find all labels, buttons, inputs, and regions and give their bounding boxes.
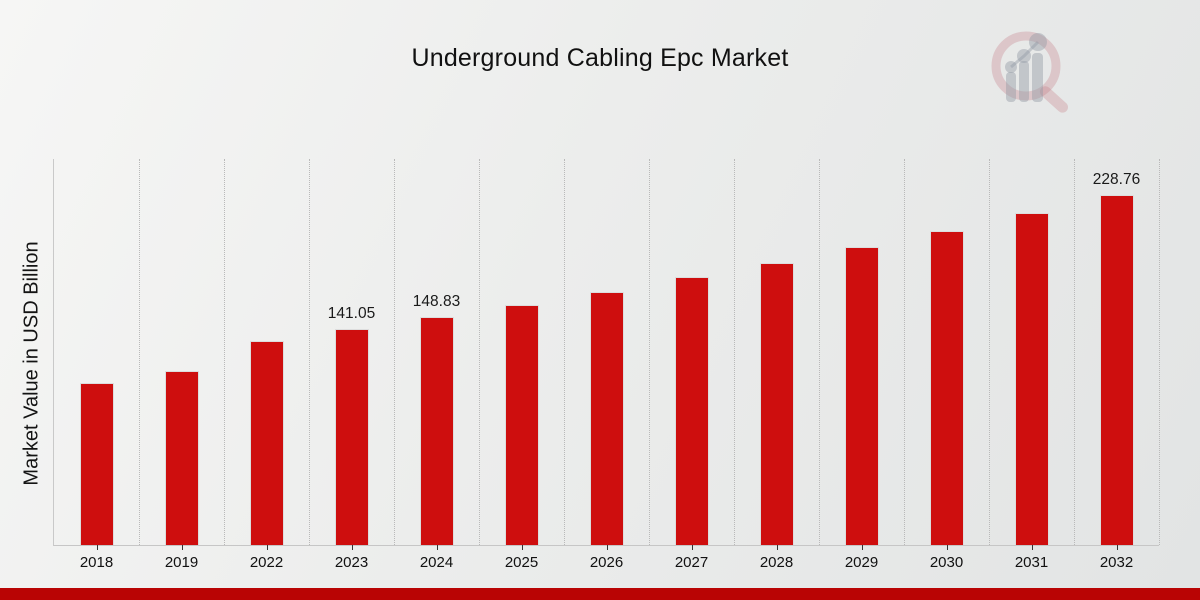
x-tick-label-2024: 2024 [419,554,454,571]
x-tick-label-2029: 2029 [844,554,879,571]
bar-2027 [674,277,709,545]
x-axis-tick [436,545,438,550]
category-column-2030: 2030 [904,159,989,571]
gridline [1159,159,1160,545]
x-tick-label-2031: 2031 [1014,554,1049,571]
bar-value-label-2024: 148.83 [412,293,461,311]
gridline [1074,159,1075,545]
chart-title: Underground Cabling Epc Market [411,44,789,72]
x-tick-label-2018: 2018 [79,554,114,571]
x-axis-tick [691,545,693,550]
x-tick-label-2025: 2025 [504,554,539,571]
x-axis-tick [351,545,353,550]
bar-2023 [334,329,369,545]
x-tick-label-2028: 2028 [759,554,794,571]
x-tick-label-2032: 2032 [1099,554,1134,571]
category-column-2028: 2028 [734,159,819,571]
category-column-2023: 141.05 2023 [309,159,394,571]
bar-2025 [504,304,539,545]
gridline [224,159,225,545]
category-column-2029: 2029 [819,159,904,571]
x-axis-tick [606,545,608,550]
bar-2026 [589,291,624,545]
x-axis-tick [181,545,183,550]
bar-value-label-2023: 141.05 [327,305,376,323]
x-axis-tick [1031,545,1033,550]
category-column-2026: 2026 [564,159,649,571]
bar-value-label-2032: 228.76 [1092,171,1141,188]
bar-2031 [1014,213,1049,545]
footer-accent-bar [0,588,1200,600]
x-axis-tick [521,545,523,550]
plot-area: 2018 2019 2022 141.05 2023 148.83 2024 2025 2026… [53,159,1160,571]
gridline [989,159,990,545]
category-column-2019: 2019 [139,159,224,571]
gridline [139,159,140,545]
bar-2032 [1099,195,1134,545]
gridline [904,159,905,545]
category-column-2024: 148.83 2024 [394,159,479,571]
brand-watermark-logo [991,31,1068,113]
category-column-2022: 2022 [224,159,309,571]
bar-2030 [929,230,964,545]
bar-2019 [164,371,199,545]
gridline [394,159,395,545]
bar-chart-glyph [1005,33,1047,102]
gridline [479,159,480,545]
x-tick-label-2026: 2026 [589,554,624,571]
bar-2029 [844,247,879,545]
bar-2028 [759,262,794,545]
x-tick-label-2019: 2019 [164,554,199,571]
gridline [309,159,310,545]
x-tick-label-2023: 2023 [334,554,369,571]
x-axis-tick [266,545,268,550]
x-axis-tick [861,545,863,550]
x-axis-tick [946,545,948,550]
x-axis-tick [776,545,778,550]
gridline [649,159,650,545]
category-column-2032: 228.76 2032 [1074,159,1159,571]
x-axis-tick [1116,545,1118,550]
magnifier-icon [991,31,1068,113]
category-column-2025: 2025 [479,159,564,571]
gridline [564,159,565,545]
x-axis-tick [96,545,98,550]
bar-2024 [419,317,454,545]
category-column-2031: 2031 [989,159,1074,571]
bar-2018 [79,383,114,545]
gridline [734,159,735,545]
x-tick-label-2030: 2030 [929,554,964,571]
x-tick-label-2027: 2027 [674,554,709,571]
category-column-2018: 2018 [54,159,139,571]
y-axis-title: Market Value in USD Billion [20,241,43,486]
category-column-2027: 2027 [649,159,734,571]
x-tick-label-2022: 2022 [249,554,284,571]
bar-2022 [249,340,284,545]
gridline [819,159,820,545]
